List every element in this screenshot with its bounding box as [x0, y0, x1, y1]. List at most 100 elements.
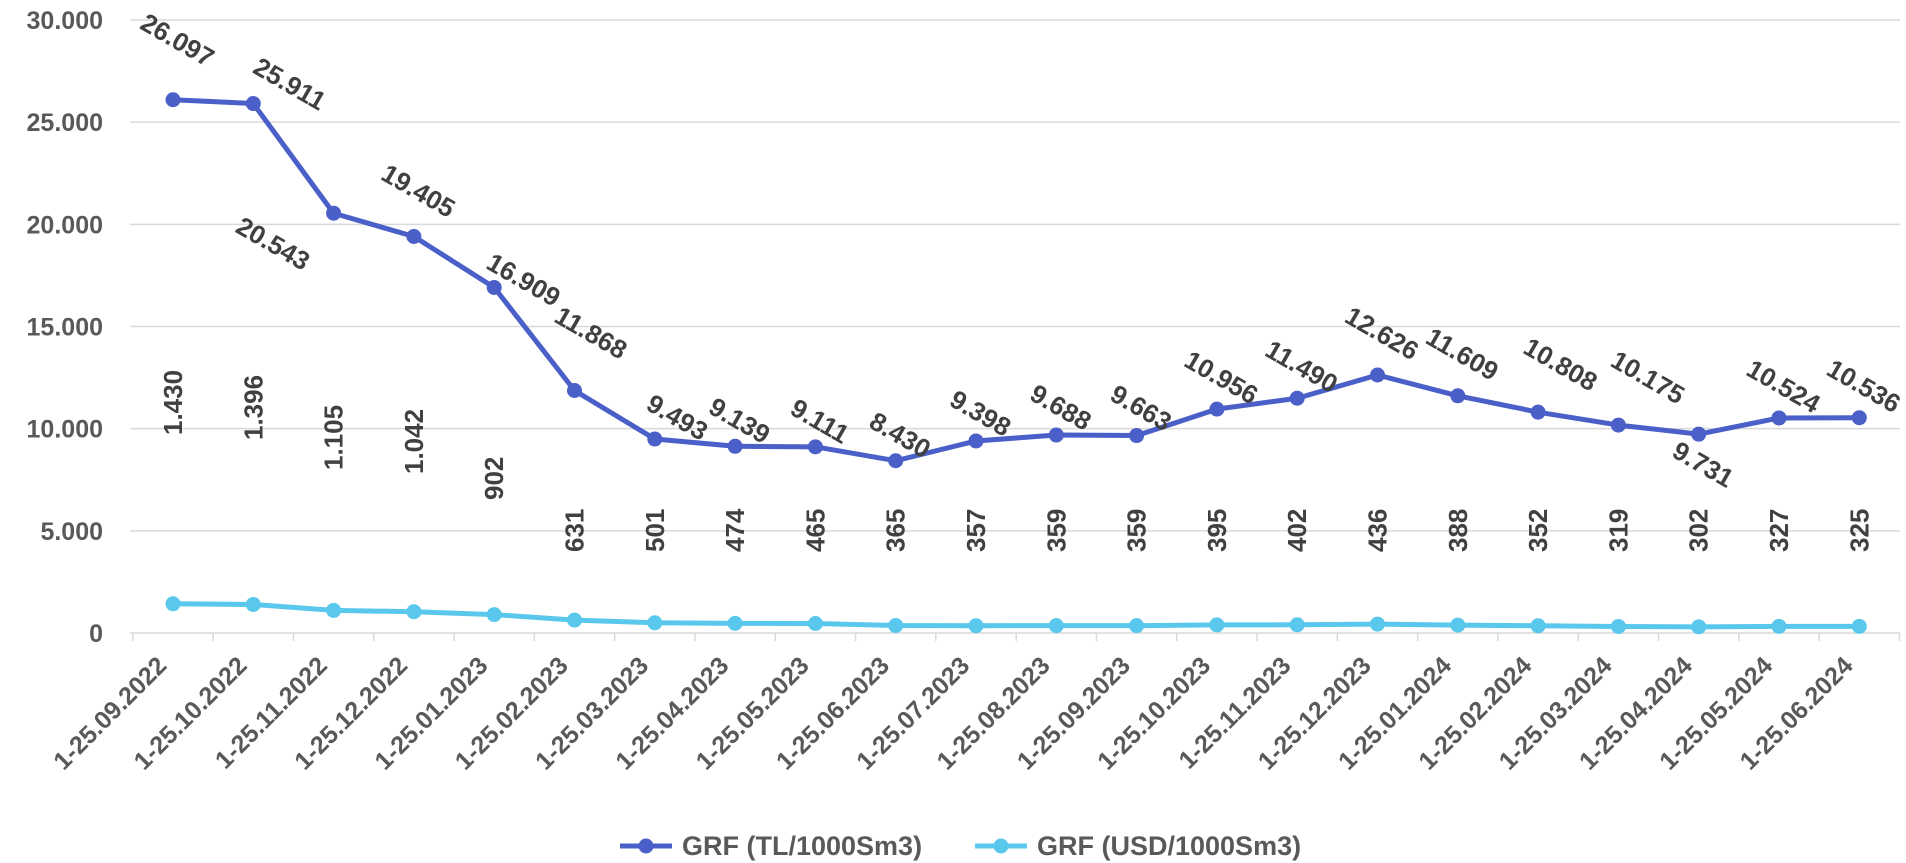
- data-label-tl: 10.175: [1606, 344, 1690, 410]
- data-point-tl: [1370, 367, 1385, 383]
- data-label-tl: 20.543: [231, 211, 315, 277]
- data-point-tl: [1450, 388, 1466, 404]
- data-label-usd: 501: [640, 509, 670, 552]
- data-label-usd: 465: [800, 509, 830, 552]
- data-point-usd: [727, 615, 743, 631]
- data-label-usd: 319: [1603, 509, 1633, 552]
- data-point-usd: [888, 618, 904, 634]
- data-label-usd: 352: [1523, 509, 1553, 552]
- data-label-tl: 9.688: [1025, 378, 1096, 437]
- data-label-tl: 9.731: [1668, 435, 1739, 494]
- y-tick-label: 10.000: [27, 416, 103, 444]
- data-point-usd: [1530, 618, 1546, 634]
- data-point-tl: [888, 453, 904, 469]
- data-label-usd: 365: [881, 509, 911, 552]
- data-point-usd: [1370, 616, 1385, 632]
- y-tick-label: 15.000: [27, 314, 103, 342]
- data-point-tl: [567, 382, 582, 398]
- data-point-tl: [1691, 426, 1707, 442]
- y-tick-label: 0: [89, 620, 103, 648]
- data-label-tl: 10.536: [1822, 353, 1906, 419]
- data-point-tl: [807, 439, 823, 455]
- data-label-tl: 12.626: [1340, 300, 1424, 366]
- legend-label: GRF (TL/1000Sm3): [682, 831, 922, 861]
- data-label-usd: 902: [479, 457, 509, 500]
- data-point-usd: [1129, 618, 1145, 634]
- data-label-tl: 9.398: [945, 384, 1016, 443]
- data-label-tl: 19.405: [376, 158, 460, 224]
- data-point-usd: [406, 604, 422, 620]
- y-tick-label: 25.000: [27, 109, 103, 137]
- data-label-usd: 359: [1122, 509, 1152, 552]
- data-point-usd: [1289, 617, 1305, 633]
- legend-item-usd: GRF (USD/1000Sm3): [975, 831, 1301, 861]
- data-label-usd: 1.105: [319, 405, 349, 470]
- data-point-usd: [1610, 618, 1626, 634]
- data-label-tl: 11.609: [1421, 321, 1504, 386]
- data-point-tl: [1129, 428, 1145, 444]
- data-point-usd: [1851, 618, 1867, 634]
- data-point-usd: [1771, 618, 1787, 634]
- data-point-usd: [1450, 617, 1466, 633]
- data-label-usd: 357: [961, 509, 991, 552]
- data-label-tl: 11.868: [550, 300, 633, 365]
- data-label-usd: 395: [1202, 509, 1232, 552]
- x-axis: 1-25.09.20221-25.10.20221-25.11.20221-25…: [48, 632, 1901, 775]
- data-label-usd: 1.396: [238, 375, 268, 440]
- data-point-tl: [1209, 401, 1225, 417]
- data-point-tl: [326, 205, 342, 221]
- data-label-tl: 16.909: [482, 247, 566, 313]
- legend: GRF (TL/1000Sm3) GRF (USD/1000Sm3): [620, 831, 1301, 861]
- series-line-usd: [172, 601, 1860, 630]
- data-label-usd: 402: [1282, 509, 1312, 552]
- data-label-usd: 1.042: [399, 409, 429, 474]
- data-point-tl: [486, 279, 502, 295]
- data-point-usd: [486, 607, 502, 623]
- data-point-usd: [326, 602, 342, 618]
- data-point-usd: [807, 615, 823, 631]
- y-tick-label: 5.000: [40, 518, 103, 546]
- data-label-tl: 10.956: [1179, 344, 1263, 410]
- data-point-tl: [406, 228, 422, 244]
- data-point-tl: [1530, 404, 1546, 420]
- series-line-tl: [172, 97, 1860, 464]
- data-label-usd: 325: [1844, 509, 1874, 552]
- data-point-tl: [1289, 390, 1305, 406]
- data-point-tl: [1771, 410, 1787, 426]
- data-label-usd: 302: [1684, 509, 1714, 552]
- data-point-tl: [968, 433, 984, 449]
- data-label-tl: 25.911: [248, 51, 331, 116]
- data-label-usd: 327: [1764, 509, 1794, 552]
- data-point-usd: [1691, 619, 1707, 635]
- data-point-tl: [1610, 417, 1626, 433]
- legend-label: GRF (USD/1000Sm3): [1037, 831, 1301, 861]
- data-point-tl: [165, 92, 181, 108]
- data-point-tl: [1851, 410, 1867, 426]
- data-label-usd: 388: [1443, 509, 1473, 552]
- legend-swatch-marker: [638, 838, 654, 854]
- data-point-usd: [567, 612, 582, 628]
- grid: [130, 19, 1900, 532]
- data-label-usd: 631: [560, 509, 590, 552]
- data-point-usd: [1209, 617, 1225, 633]
- series-group: [165, 92, 1867, 635]
- data-label-usd: 436: [1363, 509, 1393, 552]
- data-point-usd: [1048, 618, 1064, 634]
- data-point-tl: [727, 438, 743, 454]
- legend-item-tl: GRF (TL/1000Sm3): [620, 831, 922, 861]
- legend-swatch-marker: [993, 838, 1009, 854]
- data-point-usd: [968, 618, 984, 634]
- data-point-usd: [245, 596, 261, 612]
- y-tick-label: 30.000: [27, 7, 103, 35]
- data-label-tl: 11.490: [1260, 334, 1343, 399]
- data-point-usd: [647, 615, 663, 631]
- data-point-tl: [245, 96, 261, 112]
- data-label-usd: 359: [1041, 509, 1071, 552]
- data-label-usd: 1.430: [158, 370, 188, 435]
- data-point-usd: [165, 596, 181, 612]
- data-label-usd: 474: [720, 508, 750, 552]
- data-label-tl: 10.808: [1519, 331, 1603, 397]
- y-tick-label: 20.000: [27, 211, 103, 239]
